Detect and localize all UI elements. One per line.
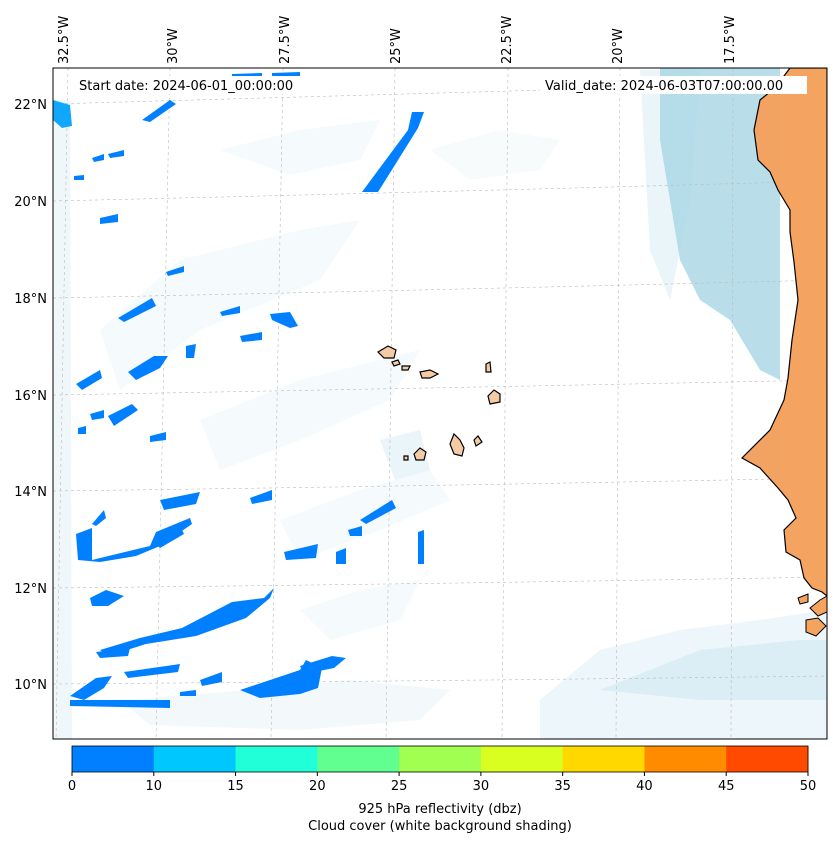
lat-label: 12°N: [14, 582, 47, 597]
guinea-bissau-coast: [797, 593, 827, 637]
colorbar-tick-label: 20: [309, 779, 326, 794]
colorbar-segment: [399, 746, 482, 772]
lat-label: 10°N: [14, 678, 47, 693]
lon-label: 22.5°W: [500, 16, 515, 64]
map-content: Start date: 2024-06-01_00:00:00 Valid_da…: [53, 68, 827, 739]
lat-label: 22°N: [14, 98, 47, 113]
colorbar-tick-label: 25: [391, 779, 408, 794]
lat-label: 16°N: [14, 389, 47, 404]
colorbar-tick-label: 45: [718, 779, 735, 794]
longitude-labels: 32.5°W 30°W 27.5°W 25°W 22.5°W 20°W 17.5…: [57, 16, 738, 64]
lat-label: 20°N: [14, 195, 47, 210]
colorbar-segment: [726, 746, 809, 772]
lon-label: 20°W: [611, 28, 626, 64]
colorbar: 0 10 15 20 25 30 35 40 45 50: [68, 745, 817, 794]
cloud-cover-shading: [53, 68, 827, 739]
cape-verde-islands: [377, 345, 501, 461]
lon-label: 17.5°W: [723, 16, 738, 64]
colorbar-tick-label: 40: [636, 779, 653, 794]
colorbar-tick-label: 30: [473, 779, 490, 794]
africa-land: [741, 68, 827, 597]
latitude-labels: 22°N 20°N 18°N 16°N 14°N 12°N 10°N: [14, 98, 47, 693]
valid-date-box: [540, 76, 807, 94]
colorbar-segment: [644, 746, 727, 772]
lon-label: 30°W: [166, 28, 181, 64]
colorbar-tick-label: 10: [146, 779, 163, 794]
reflectivity-areas: [53, 72, 424, 708]
colorbar-border: [71, 745, 809, 773]
map-frame: [52, 67, 828, 740]
lat-label: 18°N: [14, 292, 47, 307]
colorbar-segment: [153, 746, 237, 772]
colorbar-tick-label: 50: [800, 779, 817, 794]
colorbar-segment: [562, 746, 645, 772]
lat-label: 14°N: [14, 485, 47, 500]
colorbar-segment: [235, 746, 318, 772]
colorbar-segment: [480, 746, 564, 772]
lon-label: 32.5°W: [57, 16, 72, 64]
colorbar-segment: [317, 746, 400, 772]
colorbar-tick-label: 0: [68, 779, 76, 794]
colorbar-segment: [72, 746, 155, 772]
lon-label: 27.5°W: [278, 16, 293, 64]
lon-label: 25°W: [389, 28, 404, 64]
gridlines: [53, 68, 827, 739]
colorbar-tick-label: 15: [227, 779, 244, 794]
valid-date-label: Valid_date: 2024-06-03T07:00:00.00: [545, 79, 783, 94]
colorbar-label: 925 hPa reflectivity (dbz): [358, 802, 521, 817]
start-date-box: [74, 76, 312, 94]
colorbar-tick-label: 35: [554, 779, 571, 794]
start-date-label: Start date: 2024-06-01_00:00:00: [79, 79, 293, 94]
colorbar-sublabel: Cloud cover (white background shading): [308, 819, 572, 834]
